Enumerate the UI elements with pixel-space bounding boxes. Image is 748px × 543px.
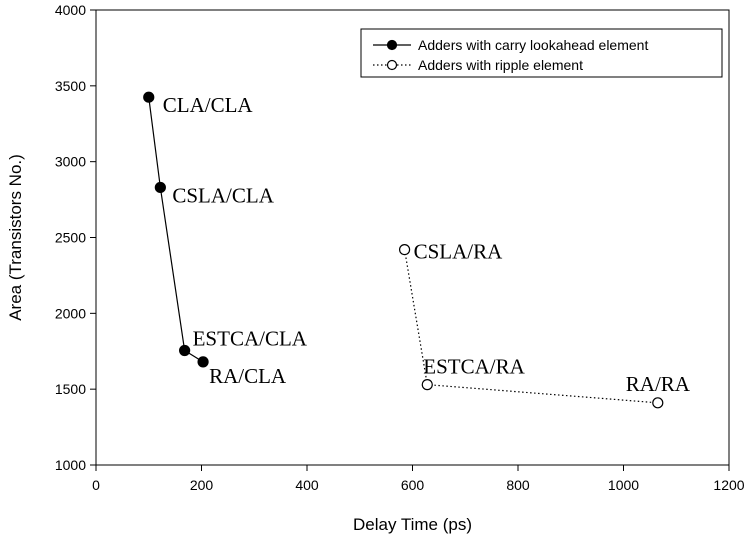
legend-entry-1: Adders with ripple element bbox=[418, 57, 583, 73]
series-1: CSLA/RA ESTCA/RA RA/RA bbox=[398, 240, 691, 409]
point-label: CSLA/CLA bbox=[172, 183, 274, 207]
data-point bbox=[197, 356, 209, 368]
y-tick-label: 2000 bbox=[55, 305, 86, 321]
x-axis-label: Delay Time (ps) bbox=[353, 515, 472, 534]
y-tick-label: 2500 bbox=[55, 230, 86, 246]
series-line-1 bbox=[403, 249, 658, 404]
legend-marker-1 bbox=[386, 59, 398, 71]
y-tick-label: 1500 bbox=[55, 381, 86, 397]
series-layer: CLA/CLA CSLA/CLA ESTCA/CLA RA/CLA CSLA/RA EST… bbox=[143, 91, 691, 409]
x-tick-label: 400 bbox=[295, 477, 319, 493]
point-label: CSLA/RA bbox=[414, 240, 504, 264]
y-tick-label: 4000 bbox=[55, 2, 86, 18]
plot-area bbox=[95, 9, 730, 466]
x-tick-label: 800 bbox=[506, 477, 530, 493]
y-tick-label: 3500 bbox=[55, 78, 86, 94]
y-tick-label: 3000 bbox=[55, 154, 86, 170]
data-point bbox=[398, 244, 411, 256]
x-tick-label: 0 bbox=[92, 477, 100, 493]
data-point bbox=[154, 181, 166, 194]
point-label: ESTCA/CLA bbox=[193, 326, 308, 350]
data-point bbox=[421, 379, 433, 391]
legend-box bbox=[360, 28, 723, 78]
data-point bbox=[652, 397, 664, 409]
data-point bbox=[179, 344, 191, 357]
point-label: RA/RA bbox=[626, 372, 691, 396]
legend-marker-0 bbox=[386, 39, 398, 51]
series-0: CLA/CLA CSLA/CLA ESTCA/CLA RA/CLA bbox=[143, 91, 308, 388]
y-axis-label: Area (Transistors No.) bbox=[6, 154, 25, 321]
data-point bbox=[143, 91, 155, 103]
point-label: CLA/CLA bbox=[163, 93, 254, 117]
plot-border bbox=[95, 9, 730, 466]
point-label: RA/CLA bbox=[209, 364, 287, 388]
x-tick-label: 600 bbox=[401, 477, 425, 493]
y-tick-label: 1000 bbox=[55, 457, 86, 473]
x-tick-label: 1000 bbox=[608, 477, 639, 493]
point-label: ESTCA/RA bbox=[423, 355, 525, 379]
legend: Adders with carry lookahead element Adde… bbox=[360, 28, 723, 78]
legend-entry-0: Adders with carry lookahead element bbox=[418, 37, 648, 53]
series-line-0 bbox=[148, 97, 204, 363]
axis-ticks: 0 200 400 600 800 1000 1200 1000 1500 2000 2500 300… bbox=[55, 2, 745, 493]
x-tick-label: 1200 bbox=[713, 477, 744, 493]
x-tick-label: 200 bbox=[190, 477, 214, 493]
